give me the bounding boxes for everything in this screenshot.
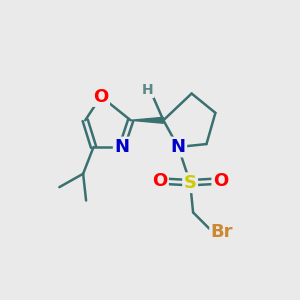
Text: N: N — [171, 138, 186, 156]
Text: Br: Br — [211, 223, 233, 241]
Text: O: O — [93, 88, 109, 106]
Text: O: O — [152, 172, 167, 190]
Text: S: S — [184, 174, 196, 192]
Text: H: H — [142, 83, 153, 97]
Polygon shape — [131, 117, 164, 123]
Text: N: N — [114, 138, 129, 156]
Text: O: O — [213, 172, 228, 190]
